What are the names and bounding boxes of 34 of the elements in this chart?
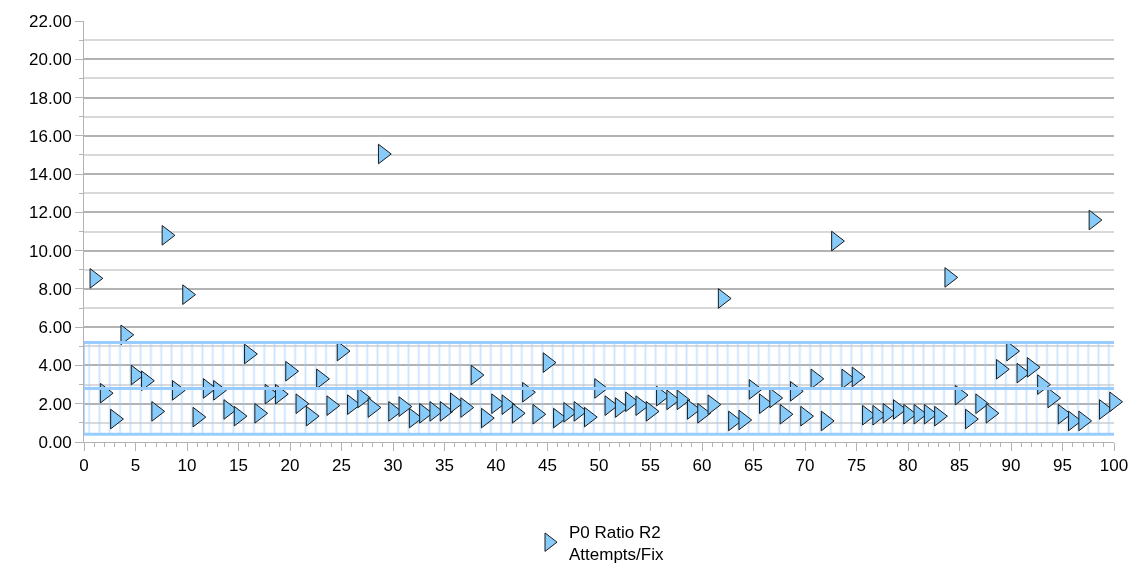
x-tick-label: 50 — [589, 456, 609, 476]
y-tick-label: 22.00 — [29, 11, 72, 31]
x-tick-label: 45 — [538, 456, 557, 476]
x-tick-label: 40 — [486, 456, 506, 476]
y-tick-label: 6.00 — [38, 318, 72, 338]
x-tick-label: 35 — [435, 456, 454, 476]
y-tick-label: 16.00 — [29, 126, 72, 146]
x-tick-label: 10 — [177, 456, 197, 476]
x-tick-label: 70 — [795, 456, 815, 476]
x-tick-label: 15 — [229, 456, 248, 476]
y-tick-label: 2.00 — [38, 394, 72, 414]
y-tick-label: 4.00 — [38, 356, 72, 376]
x-tick-label: 55 — [641, 456, 660, 476]
x-tick-label: 80 — [898, 456, 918, 476]
y-tick-label: 20.00 — [29, 50, 72, 70]
y-tick-label: 10.00 — [29, 241, 72, 261]
x-tick-label: 60 — [692, 456, 712, 476]
x-tick-label: 20 — [280, 456, 300, 476]
x-tick-label: 75 — [847, 456, 866, 476]
x-tick-label: 95 — [1053, 456, 1072, 476]
x-tick-label: 0 — [79, 456, 89, 476]
legend-label: P0 Ratio R2 Attempts/Fix — [569, 522, 664, 564]
y-tick-label: 8.00 — [38, 279, 72, 299]
x-tick-label: 100 — [1099, 456, 1129, 476]
x-tick-label: 85 — [950, 456, 969, 476]
x-tick-label: 65 — [744, 456, 763, 476]
y-tick-label: 12.00 — [29, 203, 72, 223]
x-tick-label: 5 — [130, 456, 141, 476]
y-tick-label: 14.00 — [29, 165, 72, 185]
x-tick-label: 30 — [383, 456, 403, 476]
x-tick-label: 90 — [1001, 456, 1021, 476]
y-tick-label: 18.00 — [29, 88, 72, 108]
x-tick-label: 25 — [332, 456, 351, 476]
y-tick-label: 0.00 — [38, 432, 72, 452]
